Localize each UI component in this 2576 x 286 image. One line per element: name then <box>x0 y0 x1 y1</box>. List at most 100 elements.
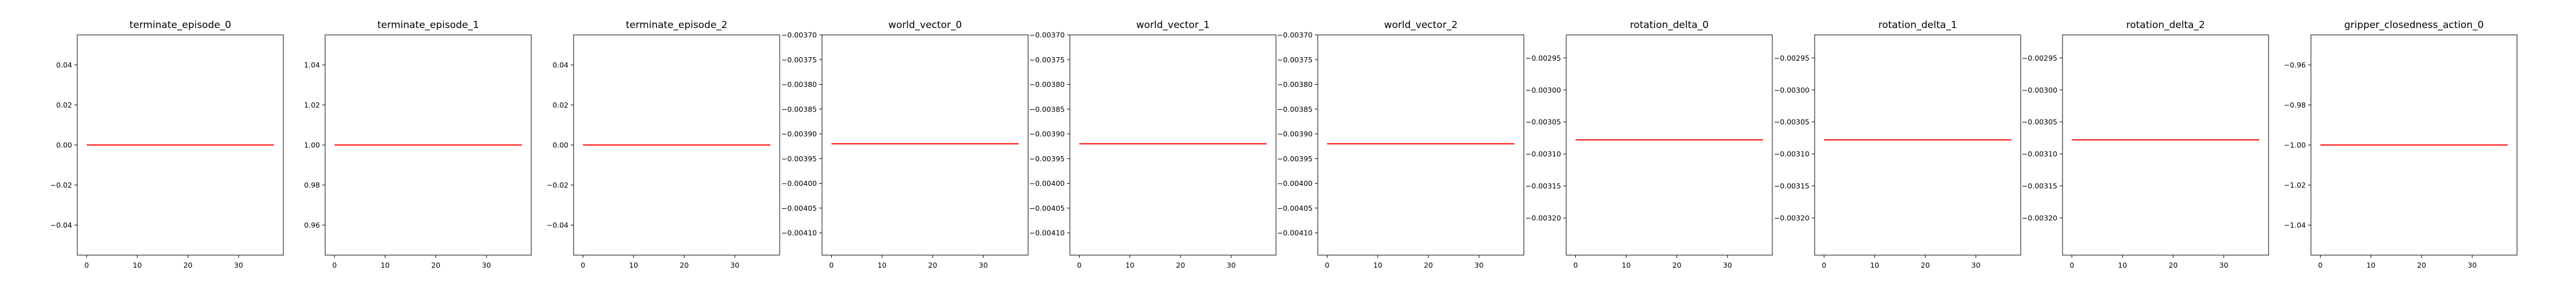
y-tick-label: −0.00385 <box>1029 105 1065 113</box>
subplot-title: rotation_delta_1 <box>1878 19 1957 31</box>
subplot-title: gripper_closedness_action_0 <box>2344 19 2484 31</box>
x-tick-label: 20 <box>1672 261 1681 269</box>
x-tick-label: 30 <box>1227 261 1236 269</box>
y-tick-label: 1.00 <box>304 141 320 149</box>
x-tick-label: 20 <box>183 261 192 269</box>
x-tick-label: 0 <box>84 261 89 269</box>
y-tick-label: −0.04 <box>547 221 568 229</box>
y-tick-label: −0.00405 <box>1277 204 1313 212</box>
y-tick-label: 0.00 <box>56 141 72 149</box>
y-tick-label: −0.00310 <box>2022 150 2057 158</box>
x-tick-label: 10 <box>133 261 142 269</box>
x-tick-label: 20 <box>928 261 937 269</box>
y-tick-label: −0.00390 <box>1277 130 1313 138</box>
axes-frame <box>2310 34 2518 256</box>
y-tick-label: −0.00395 <box>781 154 817 163</box>
y-tick-label: −1.02 <box>2284 181 2306 189</box>
x-tick-label: 0 <box>332 261 337 269</box>
y-tick-label: −0.02 <box>50 181 72 189</box>
x-tick-label: 20 <box>1176 261 1185 269</box>
y-tick-label: −0.00310 <box>1526 150 1561 158</box>
y-tick-label: −0.00375 <box>1277 55 1313 64</box>
subplot-title: world_vector_2 <box>1384 19 1458 31</box>
x-tick-label: 0 <box>580 261 585 269</box>
y-tick-label: −0.00320 <box>2022 214 2057 223</box>
x-tick-label: 10 <box>2366 261 2376 269</box>
x-tick-label: 0 <box>829 261 833 269</box>
x-tick-label: 10 <box>629 261 638 269</box>
y-tick-label: −0.00315 <box>2022 182 2057 190</box>
y-tick-label: −0.00380 <box>781 80 817 89</box>
x-tick-label: 30 <box>979 261 988 269</box>
axes-frame <box>1566 34 1773 256</box>
axes-frame <box>2062 34 2269 256</box>
axes-frame <box>573 34 780 256</box>
x-tick-label: 0 <box>1573 261 1578 269</box>
y-tick-label: −0.00380 <box>1029 80 1065 89</box>
y-tick-label: −0.00400 <box>1277 179 1313 188</box>
y-tick-label: −0.98 <box>2284 101 2306 109</box>
x-tick-label: 10 <box>1373 261 1382 269</box>
x-tick-label: 30 <box>234 261 243 269</box>
x-tick-label: 20 <box>1921 261 1930 269</box>
x-tick-label: 20 <box>431 261 440 269</box>
y-tick-label: −0.00390 <box>781 130 817 138</box>
y-tick-label: −0.00400 <box>781 179 817 188</box>
x-tick-label: 30 <box>1971 261 1981 269</box>
y-tick-label: −0.96 <box>2284 61 2306 69</box>
y-tick-label: −0.00410 <box>1277 229 1313 237</box>
axes-frame <box>325 34 532 256</box>
y-tick-label: −0.00390 <box>1029 130 1065 138</box>
x-tick-label: 10 <box>1870 261 1879 269</box>
y-tick-label: −0.00375 <box>1029 55 1065 64</box>
y-tick-label: −0.00395 <box>1029 154 1065 163</box>
y-tick-label: 0.00 <box>552 141 568 149</box>
x-tick-label: 0 <box>2318 261 2322 269</box>
x-tick-label: 30 <box>730 261 740 269</box>
subplot-6: rotation_delta_0 0 10 20 30 −0.00295 −0.00300 −… <box>1526 19 1773 269</box>
y-tick-label: −1.04 <box>2284 221 2306 229</box>
y-tick-label: −0.02 <box>547 181 568 189</box>
x-tick-label: 10 <box>878 261 887 269</box>
x-tick-label: 30 <box>1475 261 1484 269</box>
y-tick-label: −0.00400 <box>1029 179 1065 188</box>
y-tick-label: −0.00305 <box>1526 118 1561 126</box>
subplot-7: rotation_delta_1 0 10 20 30 −0.00295 −0.00300 −… <box>1774 19 2021 269</box>
x-tick-label: 0 <box>1325 261 1329 269</box>
y-tick-label: 0.98 <box>304 181 320 189</box>
x-tick-label: 0 <box>1822 261 1826 269</box>
y-tick-label: 0.02 <box>56 101 72 109</box>
axes-frame <box>1317 34 1524 256</box>
x-tick-label: 30 <box>2468 261 2477 269</box>
y-tick-label: −0.04 <box>50 221 72 229</box>
subplot-3: world_vector_0 0 10 20 30 −0.00370 −0.00375 −0.… <box>781 19 1029 269</box>
x-tick-label: 20 <box>679 261 689 269</box>
y-tick-label: −0.00300 <box>1526 86 1561 94</box>
subplot-title: terminate_episode_2 <box>626 19 728 31</box>
y-tick-label: −0.00405 <box>781 204 817 212</box>
y-tick-label: −0.00370 <box>781 31 817 39</box>
y-tick-label: −0.00300 <box>2022 86 2057 94</box>
y-tick-label: 1.02 <box>304 101 320 109</box>
y-tick-label: 1.04 <box>304 61 320 69</box>
y-tick-label: −0.00295 <box>1526 54 1561 62</box>
x-tick-label: 10 <box>1125 261 1135 269</box>
y-tick-label: −0.00410 <box>781 229 817 237</box>
axes-frame <box>1069 34 1277 256</box>
subplot-title: terminate_episode_1 <box>377 19 479 31</box>
axes-frame <box>1814 34 2021 256</box>
x-tick-label: 10 <box>381 261 390 269</box>
x-tick-label: 0 <box>1077 261 1081 269</box>
y-tick-label: −0.00310 <box>1774 150 1809 158</box>
x-tick-label: 20 <box>2417 261 2426 269</box>
y-tick-label: −0.00315 <box>1526 182 1561 190</box>
x-tick-label: 30 <box>2219 261 2229 269</box>
subplot-4: world_vector_1 0 10 20 30 −0.00370 −0.00375 −0.… <box>1029 19 1277 269</box>
y-tick-label: −0.00305 <box>1774 118 1809 126</box>
y-tick-label: 0.04 <box>56 61 72 69</box>
y-tick-label: −0.00295 <box>1774 54 1809 62</box>
x-tick-label: 30 <box>1723 261 1732 269</box>
subplot-5: world_vector_2 0 10 20 30 −0.00370 −0.00375 −0.… <box>1277 19 1524 269</box>
y-tick-label: −0.00410 <box>1029 229 1065 237</box>
